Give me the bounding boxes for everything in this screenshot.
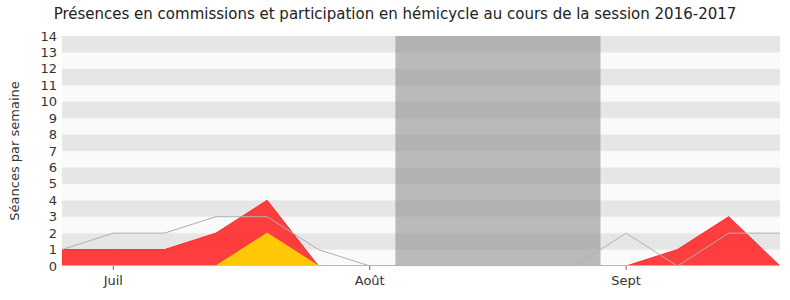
y-tick-label: 6: [49, 160, 57, 175]
series-area: [62, 233, 780, 266]
x-tick-label: Août: [355, 273, 385, 288]
y-tick-label: 0: [49, 259, 57, 274]
y-tick-label: 13: [40, 45, 57, 60]
chart-svg: 01234567891011121314JuilAoûtSeptPrésence…: [0, 0, 790, 300]
shaded-period: [395, 36, 600, 266]
series-area: [62, 200, 780, 266]
x-tick: [369, 266, 370, 270]
y-tick-label: 14: [40, 29, 57, 44]
y-tick-label: 4: [49, 193, 57, 208]
y-tick-label: 8: [49, 127, 57, 142]
y-tick-label: 7: [49, 144, 57, 159]
y-axis-label: Séances par semaine: [7, 81, 22, 220]
y-tick-label: 5: [49, 176, 57, 191]
y-tick-label: 1: [49, 242, 57, 257]
y-tick-label: 2: [49, 226, 57, 241]
chart-title: Présences en commissions et participatio…: [54, 5, 737, 23]
series-line: [62, 217, 780, 266]
plot-area: [62, 36, 780, 266]
y-tick-label: 11: [40, 78, 57, 93]
x-tick-label: Juil: [103, 273, 123, 288]
chart-container: 01234567891011121314JuilAoûtSeptPrésence…: [0, 0, 790, 300]
y-tick-label: 10: [40, 94, 57, 109]
y-tick-label: 3: [49, 209, 57, 224]
x-tick: [626, 266, 627, 270]
y-tick-label: 12: [40, 61, 57, 76]
y-tick-label: 9: [49, 111, 57, 126]
x-tick-label: Sept: [611, 273, 641, 288]
x-tick: [113, 266, 114, 270]
